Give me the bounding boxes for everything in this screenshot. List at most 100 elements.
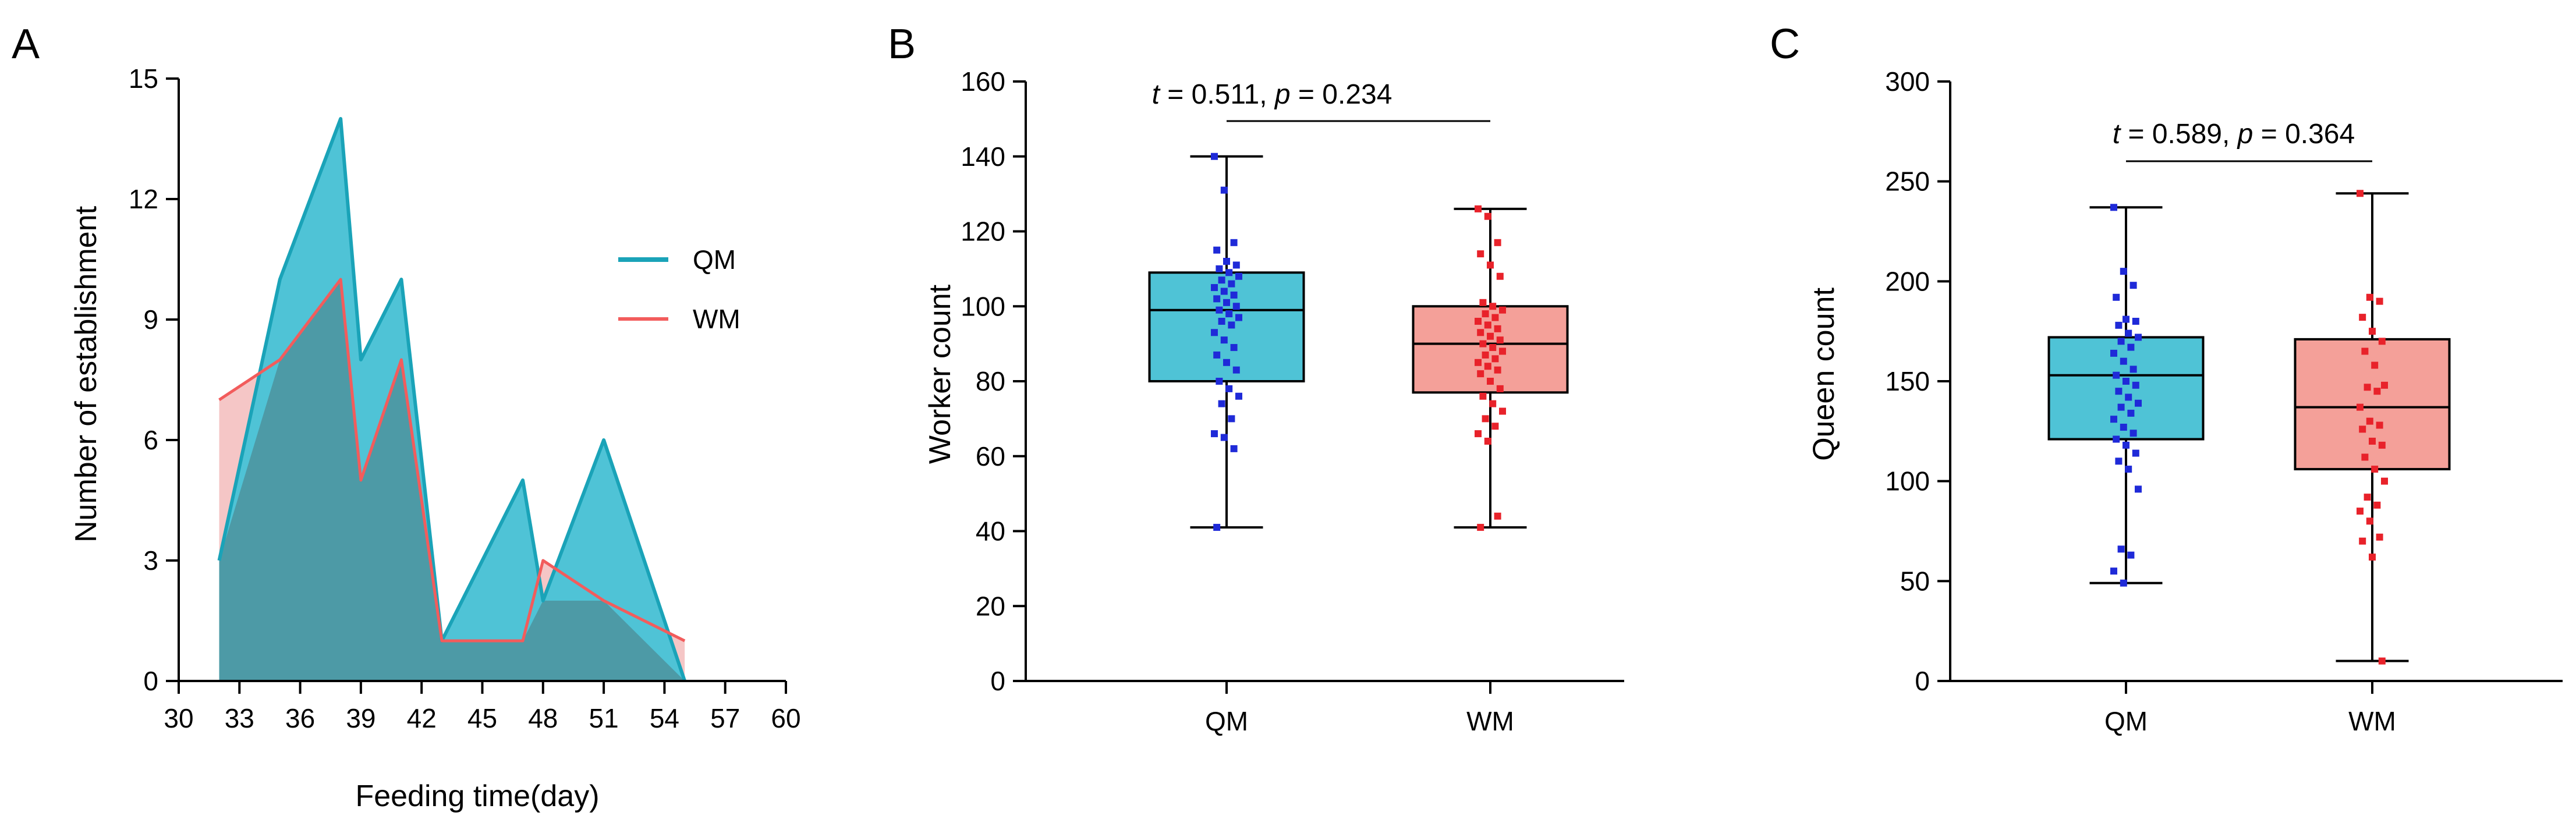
panel-b-y-axis-title: Worker count [923, 284, 957, 464]
panel-b-data-point-wm [1484, 438, 1491, 445]
panel-c-y-tick-label: 100 [1885, 466, 1930, 496]
panel-c-data-point-qm [2110, 349, 2117, 357]
panel-c-data-point-qm [2132, 449, 2139, 457]
panel-b-data-point-wm [1482, 310, 1489, 318]
panel-b-data-point-qm [1223, 359, 1230, 366]
panel-a-x-tick-label: 39 [346, 703, 375, 733]
panel-a-x-tick-label: 60 [771, 703, 800, 733]
panel-c-data-point-qm [2120, 357, 2127, 365]
panel-b-stat-p-value: = 0.234 [1291, 79, 1392, 110]
panel-c-data-point-qm [2123, 315, 2129, 323]
panel-c-data-point-wm [2359, 537, 2366, 545]
panel-c-data-point-qm [2117, 403, 2125, 411]
panel-c-data-point-wm [2378, 338, 2386, 345]
panel-c-box-qm [2047, 336, 2205, 441]
panel-c-data-point-qm [2110, 567, 2117, 575]
panel-c-data-point-qm [2135, 334, 2142, 341]
panel-b-data-point-wm [1475, 318, 1482, 325]
panel-c-data-point-wm [2378, 657, 2386, 665]
panel-c-data-point-qm [2127, 343, 2135, 351]
panel-c-data-point-wm [2361, 453, 2369, 461]
panel-b-data-point-qm [1230, 445, 1238, 452]
panel-c-y-axis-title: Queen count [1807, 288, 1841, 461]
legend-label-wm: WM [693, 304, 740, 334]
legend-label-qm: QM [693, 244, 736, 275]
panel-b-data-point-wm [1482, 351, 1489, 359]
panel-b-y-tick-label: 80 [976, 366, 1005, 396]
panel-c-data-point-wm [2381, 381, 2388, 389]
panel-b-data-point-qm [1216, 378, 1223, 385]
panel-b-data-point-qm [1220, 336, 1228, 344]
panel-c-data-point-qm [2123, 441, 2129, 449]
panel-c-data-point-qm [2115, 457, 2123, 465]
series-line-wm [218, 278, 686, 643]
panel-a-x-tick-label: 30 [164, 703, 193, 733]
panel-c-data-point-qm [2120, 579, 2127, 587]
panel-c-data-point-wm [2359, 314, 2366, 321]
panel-c-data-point-qm [2117, 338, 2125, 345]
panel-b-data-point-wm [1496, 336, 1504, 344]
panel-b-data-point-wm [1496, 272, 1504, 280]
panel-b-data-point-wm [1491, 355, 1499, 363]
panel-b-x-tick-label-qm: QM [1205, 706, 1248, 736]
panel-c-data-point-wm [2357, 508, 2364, 515]
panel-c-data-point-wm [2371, 466, 2379, 473]
panel-b-data-point-wm [1475, 430, 1482, 438]
panel-b-data-point-qm [1213, 246, 1221, 254]
panel-b-data-point-wm [1494, 366, 1501, 374]
panel-c-data-point-wm [2357, 403, 2364, 411]
panel-c-data-point-wm [2369, 328, 2376, 335]
panel-b-data-point-qm [1228, 280, 1235, 288]
panel-b-y-tick-label: 160 [961, 66, 1005, 97]
panel-c-data-point-qm [2132, 318, 2139, 325]
panel-c-data-point-qm [2135, 485, 2142, 493]
panel-b-data-point-qm [1228, 415, 1235, 423]
panel-a-y-tick-label: 12 [129, 184, 158, 214]
panel-b-data-point-qm [1230, 291, 1238, 299]
panel-c-data-point-qm [2129, 282, 2137, 289]
panel-a-x-tick-label: 33 [225, 703, 254, 733]
panel-b-data-point-qm [1225, 310, 1233, 318]
panel-b-data-point-wm [1489, 344, 1497, 352]
panel-b-data-point-qm [1220, 186, 1228, 194]
panel-b-data-point-wm [1491, 314, 1499, 321]
panel-b-data-point-qm [1216, 306, 1223, 314]
panel-c-stat-annotation: t = 0.589, p = 0.364 [2113, 119, 2355, 150]
panel-a-y-tick-label: 15 [129, 63, 158, 94]
panel-c-data-point-qm [2113, 293, 2120, 301]
panel-a-y-tick-label: 6 [143, 425, 158, 455]
panel-c-data-point-wm [2357, 190, 2364, 197]
panel-b-y-tick-label: 120 [961, 217, 1005, 247]
panel-b-data-point-wm [1475, 205, 1482, 212]
panel-a-y-tick-label: 3 [143, 545, 158, 576]
panel-b-data-point-qm [1218, 400, 1225, 407]
panel-b-data-point-qm [1225, 385, 1233, 392]
panel-c-data-point-qm [2110, 416, 2117, 423]
panel-c-data-point-wm [2369, 438, 2376, 445]
panel-a-x-tick-label: 54 [650, 703, 679, 733]
panel-b-data-point-wm [1499, 407, 1506, 415]
panel-c-y-tick-label: 0 [1915, 666, 1930, 696]
panel-c-data-point-wm [2371, 361, 2379, 369]
panel-c-x-tick-label-qm: QM [2104, 706, 2148, 736]
panel-b-data-point-qm [1220, 434, 1228, 441]
panel-b-y-tick-label: 60 [976, 441, 1005, 471]
panel-b-data-point-wm [1479, 299, 1487, 306]
panel-b-stat-t-value: = 0.511, [1160, 79, 1275, 110]
panel-c-data-point-qm [2113, 371, 2120, 379]
panel-c-data-point-wm [2366, 417, 2373, 425]
panel-c-y-tick-label: 250 [1885, 166, 1930, 197]
panel-b-data-point-wm [1491, 423, 1499, 430]
panel-c-data-point-wm [2376, 297, 2383, 305]
panel-b-data-point-wm [1499, 306, 1506, 314]
panel-c-stat-t-value: = 0.589, [2120, 119, 2238, 150]
panel-b-data-point-wm [1489, 400, 1497, 407]
panel-b-data-point-qm [1235, 314, 1242, 321]
panel-b-data-point-qm [1230, 239, 1238, 246]
panel-b-data-point-wm [1477, 250, 1484, 258]
panel-b-data-point-qm [1225, 269, 1233, 276]
panel-b-data-point-qm [1216, 265, 1223, 272]
panel-c-data-point-qm [2110, 204, 2117, 211]
